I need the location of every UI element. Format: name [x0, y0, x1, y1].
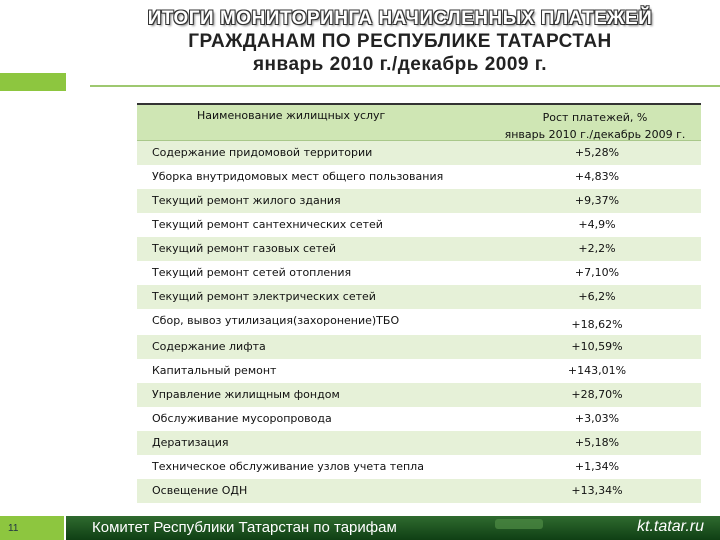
service-name: Дератизация: [152, 436, 229, 449]
growth-value: +3,03%: [574, 412, 620, 425]
table-row: Текущий ремонт газовых сетей +2,2%: [137, 237, 701, 261]
header-growth-period: январь 2010 г./декабрь 2009 г.: [504, 128, 686, 141]
table-row: Сбор, вывоз утилизация(захоронение)ТБО +1…: [137, 309, 701, 335]
table-row: Содержание придомовой территории +5,28%: [137, 141, 701, 165]
service-name: Обслуживание мусоропровода: [152, 412, 332, 425]
page-number: 11: [0, 516, 66, 540]
title-divider: [90, 85, 720, 87]
footer-website[interactable]: kt.tatar.ru: [637, 518, 704, 535]
service-name: Текущий ремонт сантехнических сетей: [152, 218, 383, 231]
header-growth-title: Рост платежей, %: [542, 111, 648, 124]
footer-logo-mark: [495, 519, 543, 529]
service-name: Уборка внутридомовых мест общего пользов…: [152, 170, 444, 183]
growth-value: +13,34%: [571, 484, 623, 497]
table-row: Текущий ремонт жилого здания +9,37%: [137, 189, 701, 213]
table-row: Обслуживание мусоропровода +3,03%: [137, 407, 701, 431]
growth-value: +10,59%: [571, 340, 623, 353]
growth-value: +1,34%: [574, 460, 620, 473]
service-name: Содержание лифта: [152, 340, 266, 353]
growth-value: +143,01%: [567, 364, 627, 377]
service-name: Текущий ремонт газовых сетей: [152, 242, 337, 255]
service-name: Сбор, вывоз утилизация(захоронение)ТБО: [152, 314, 400, 327]
decorative-band: [0, 73, 66, 91]
slide-title-line1: ИТОГИ МОНИТОРИНГА НАЧИСЛЕННЫХ ПЛАТЕЖЕЙ: [147, 8, 653, 29]
footer-bar: 11 Комитет Республики Татарстан по тариф…: [0, 516, 720, 540]
slide-title-period: январь 2010 г./декабрь 2009 г.: [252, 54, 548, 75]
service-name: Содержание придомовой территории: [152, 146, 373, 159]
service-name: Техническое обслуживание узлов учета теп…: [152, 460, 424, 473]
service-name: Текущий ремонт электрических сетей: [152, 290, 376, 303]
header-service-name: Наименование жилищных услуг: [197, 109, 386, 122]
table-row: Освещение ОДН +13,34%: [137, 479, 701, 503]
growth-value: +5,28%: [574, 146, 620, 159]
service-name: Текущий ремонт жилого здания: [152, 194, 341, 207]
growth-value: +28,70%: [571, 388, 623, 401]
table-row: Дератизация +5,18%: [137, 431, 701, 455]
payments-table: Наименование жилищных услуг Рост платеже…: [137, 103, 701, 503]
growth-value: +18,62%: [571, 318, 623, 331]
table-row: Капитальный ремонт +143,01%: [137, 359, 701, 383]
growth-value: +4,9%: [578, 218, 616, 231]
table-row: Текущий ремонт сантехнических сетей +4,9%: [137, 213, 701, 237]
footer-organization: Комитет Республики Татарстан по тарифам: [92, 519, 397, 536]
table-row: Управление жилищным фондом +28,70%: [137, 383, 701, 407]
table-header: Наименование жилищных услуг Рост платеже…: [137, 103, 701, 141]
slide-title-line2: ГРАЖДАНАМ ПО РЕСПУБЛИКЕ ТАТАРСТАН: [188, 31, 612, 52]
growth-value: +6,2%: [578, 290, 616, 303]
service-name: Управление жилищным фондом: [152, 388, 340, 401]
header-growth: Рост платежей, % январь 2010 г./декабрь …: [495, 109, 695, 143]
table-row: Содержание лифта +10,59%: [137, 335, 701, 359]
growth-value: +9,37%: [574, 194, 620, 207]
growth-value: +4,83%: [574, 170, 620, 183]
table-row: Техническое обслуживание узлов учета теп…: [137, 455, 701, 479]
service-name: Текущий ремонт сетей отопления: [152, 266, 352, 279]
table-body: Содержание придомовой территории +5,28% Уб…: [137, 141, 701, 503]
growth-value: +7,10%: [574, 266, 620, 279]
service-name: Капитальный ремонт: [152, 364, 277, 377]
table-row: Текущий ремонт сетей отопления +7,10%: [137, 261, 701, 285]
table-row: Текущий ремонт электрических сетей +6,2%: [137, 285, 701, 309]
service-name: Освещение ОДН: [152, 484, 248, 497]
growth-value: +5,18%: [574, 436, 620, 449]
table-row: Уборка внутридомовых мест общего пользов…: [137, 165, 701, 189]
growth-value: +2,2%: [578, 242, 616, 255]
